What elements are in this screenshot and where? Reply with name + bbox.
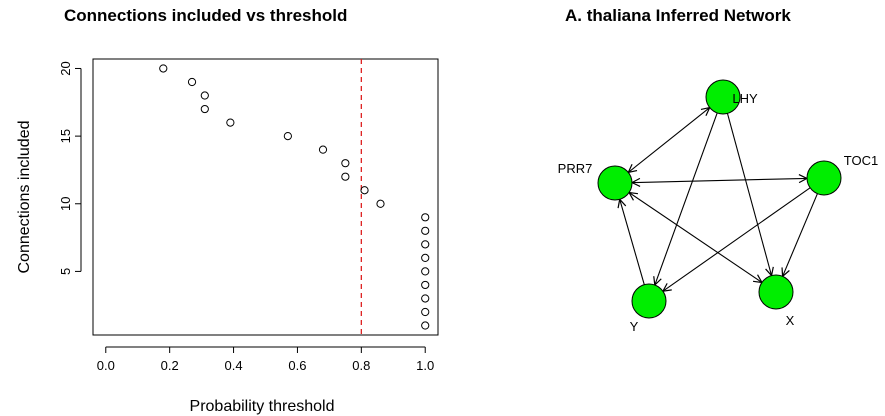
node-circle — [706, 80, 740, 114]
x-tick-label: 0.0 — [97, 358, 115, 373]
data-point — [422, 308, 429, 315]
y-axis-label: Connections included — [16, 121, 33, 274]
x-axis-label: Probability threshold — [190, 398, 335, 415]
edge-toc1-x — [783, 194, 818, 277]
node-y: Y — [630, 284, 666, 334]
data-point — [422, 281, 429, 288]
data-point — [422, 214, 429, 221]
node-circle — [632, 284, 666, 318]
x-tick-label: 0.6 — [288, 358, 306, 373]
y-tick-label: 15 — [58, 129, 73, 143]
data-point — [422, 268, 429, 275]
data-point — [422, 241, 429, 248]
node-circle — [598, 166, 632, 200]
x-tick-label: 0.8 — [352, 358, 370, 373]
node-label: LHY — [732, 91, 758, 106]
node-label: Y — [630, 319, 639, 334]
edge-prr7-x — [629, 193, 762, 283]
data-point — [319, 146, 326, 153]
y-tick-label: 10 — [58, 197, 73, 211]
scatter-plot: 0.0 0.2 0.4 0.6 0.8 1.0 5 10 15 20 Probability t… — [0, 0, 480, 416]
data-point — [284, 133, 291, 140]
node-label: X — [786, 313, 795, 328]
node-circle — [759, 275, 793, 309]
data-point — [201, 92, 208, 99]
data-point — [377, 200, 384, 207]
data-point — [201, 105, 208, 112]
x-axis: 0.0 0.2 0.4 0.6 0.8 1.0 — [97, 347, 435, 373]
data-point — [422, 254, 429, 261]
node-circle — [807, 161, 841, 195]
node-x: X — [759, 275, 795, 328]
data-point — [188, 78, 195, 85]
plot-box — [93, 59, 438, 335]
data-point — [422, 322, 429, 329]
y-tick-label: 5 — [58, 268, 73, 275]
node-lhy: LHY — [706, 80, 758, 114]
data-point — [342, 173, 349, 180]
y-tick-label: 20 — [58, 61, 73, 75]
network-edges — [620, 108, 818, 292]
edge-toc1-y — [663, 188, 810, 291]
network-title: A. thaliana Inferred Network — [565, 6, 791, 26]
data-point — [342, 160, 349, 167]
data-point — [422, 227, 429, 234]
node-label: PRR7 — [558, 161, 593, 176]
x-tick-label: 1.0 — [416, 358, 434, 373]
edge-lhy-x — [727, 113, 771, 275]
x-tick-label: 0.4 — [225, 358, 243, 373]
node-prr7: PRR7 — [558, 161, 632, 200]
data-points — [160, 65, 429, 329]
network-nodes: LHY TOC1 PRR7 Y X — [558, 80, 879, 334]
edge-lhy-prr7 — [628, 108, 709, 173]
edge-prr7-toc1 — [632, 178, 807, 182]
node-label: TOC1 — [844, 153, 878, 168]
data-point — [422, 295, 429, 302]
x-tick-label: 0.2 — [161, 358, 179, 373]
y-axis: 5 10 15 20 — [58, 61, 81, 275]
node-toc1: TOC1 — [807, 153, 878, 195]
edge-y-prr7 — [620, 199, 645, 284]
edge-lhy-y — [655, 113, 717, 285]
data-point — [361, 187, 368, 194]
data-point — [227, 119, 234, 126]
data-point — [160, 65, 167, 72]
